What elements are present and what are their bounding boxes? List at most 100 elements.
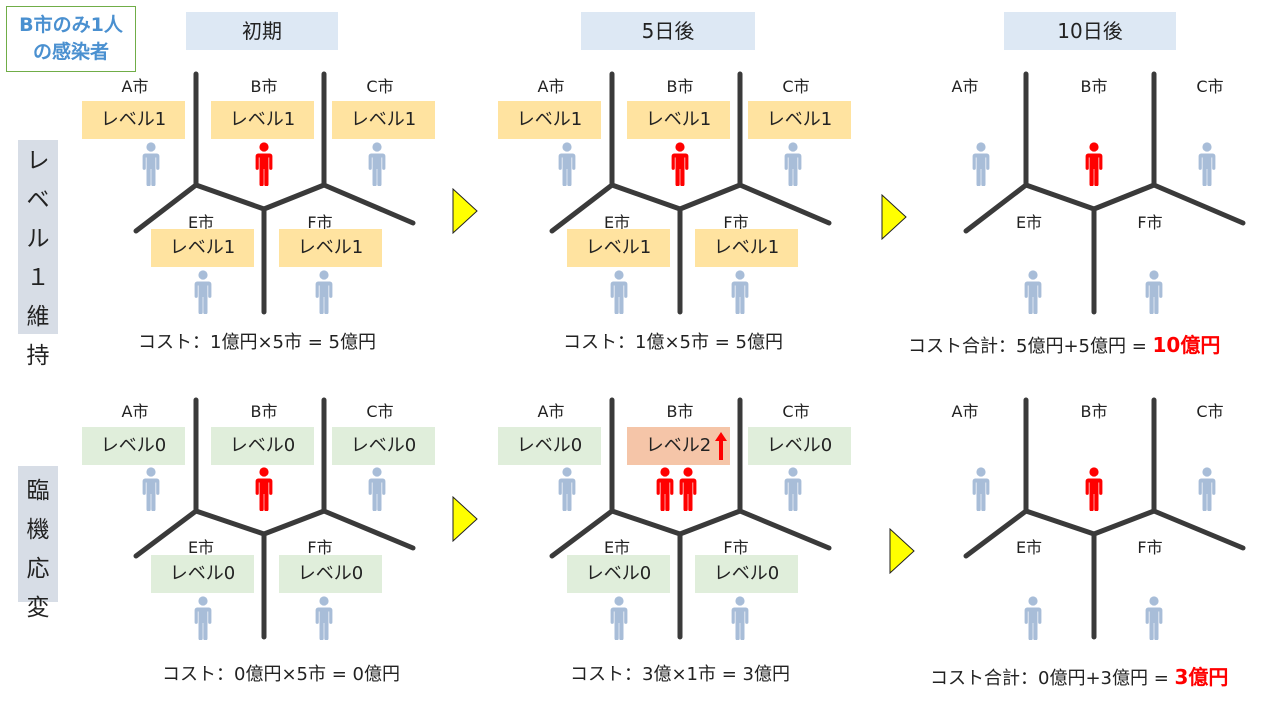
- row-label-char: 機: [26, 517, 50, 543]
- city-label-a: A市: [951, 77, 979, 96]
- level-badge-f: レベル0: [695, 555, 798, 593]
- level-badge-a: レベル0: [82, 427, 185, 465]
- arrow-up-icon: [715, 432, 727, 460]
- city-label-c: C市: [366, 402, 394, 421]
- person-healthy-icon: [314, 270, 334, 314]
- person-healthy-icon: [609, 270, 629, 314]
- person-infected-icon: [655, 467, 675, 511]
- person-healthy-icon: [1023, 270, 1043, 314]
- row-label-char: 臨: [26, 478, 50, 504]
- city-label-f: F市: [307, 538, 333, 557]
- cost-text: コスト：3億×1市 = 3億円: [570, 664, 790, 685]
- level-badge-e: レベル1: [151, 229, 254, 267]
- level-badge-a: レベル1: [82, 101, 185, 139]
- level-badge-f: レベル0: [279, 555, 382, 593]
- person-healthy-icon: [609, 596, 629, 640]
- person-healthy-icon: [971, 467, 991, 511]
- row-label-char: ル: [26, 226, 50, 252]
- person-infected-icon: [254, 142, 274, 186]
- person-healthy-icon: [367, 467, 387, 511]
- city-label-f: F市: [1137, 213, 1163, 232]
- city-label-e: E市: [187, 538, 215, 557]
- scenario-title-line2: の感染者: [32, 41, 109, 63]
- city-label-a: A市: [121, 77, 149, 96]
- row-label-char: 持: [26, 343, 50, 369]
- cost-total-value: 10億円: [1152, 333, 1221, 357]
- cost-total-text: コスト合計：0億円+3億円 = 3億円: [930, 661, 1228, 690]
- row-label-char: 維: [26, 304, 50, 330]
- level-badge-b: レベル1: [211, 101, 314, 139]
- row-label-char: ベ: [26, 187, 50, 213]
- person-healthy-icon: [141, 467, 161, 511]
- person-healthy-icon: [314, 596, 334, 640]
- level-badge-label: レベル2: [645, 435, 712, 456]
- cost-text: コスト：1億円×5市 = 5億円: [138, 332, 376, 353]
- level-badge-c: レベル1: [332, 101, 435, 139]
- person-healthy-icon: [1144, 596, 1164, 640]
- transition-arrow-icon: [452, 496, 478, 542]
- phase-header-day5: 5日後: [581, 12, 755, 50]
- transition-arrow-icon: [881, 194, 907, 240]
- cost-total-text: コスト合計：5億円+5億円 = 10億円: [908, 329, 1220, 358]
- person-healthy-icon: [557, 142, 577, 186]
- city-label-a: A市: [537, 402, 565, 421]
- person-infected-icon: [670, 142, 690, 186]
- person-healthy-icon: [141, 142, 161, 186]
- city-label-b: B市: [1080, 77, 1108, 96]
- city-label-b: B市: [1080, 402, 1108, 421]
- cost-text: コスト：0億円×5市 = 0億円: [162, 664, 400, 685]
- level-badge-b: レベル0: [211, 427, 314, 465]
- transition-arrow-icon: [889, 528, 915, 574]
- city-label-e: E市: [603, 213, 631, 232]
- person-healthy-icon: [730, 596, 750, 640]
- row-label-char: １: [26, 265, 50, 291]
- city-label-b: B市: [250, 402, 278, 421]
- level-badge-c: レベル0: [748, 427, 851, 465]
- city-label-a: A市: [537, 77, 565, 96]
- level-badge-f: レベル1: [279, 229, 382, 267]
- person-healthy-icon: [193, 270, 213, 314]
- city-label-c: C市: [782, 402, 810, 421]
- person-infected-icon: [1084, 467, 1104, 511]
- phase-header-day10: 10日後: [1004, 12, 1176, 50]
- level-badge-c: レベル0: [332, 427, 435, 465]
- person-infected-icon: [254, 467, 274, 511]
- level-badge-b: レベル1: [627, 101, 730, 139]
- city-label-e: E市: [1015, 213, 1043, 232]
- city-label-f: F市: [307, 213, 333, 232]
- person-infected-icon: [678, 467, 698, 511]
- cost-text: コスト：1億×5市 = 5億円: [563, 332, 783, 353]
- scenario-title-line1: B市のみ1人: [19, 14, 123, 36]
- level-badge-e: レベル1: [567, 229, 670, 267]
- row-label-char: 変: [26, 595, 50, 621]
- person-infected-icon: [1084, 142, 1104, 186]
- cost-total-label: コスト合計：0億円+3億円 =: [930, 668, 1175, 689]
- city-label-c: C市: [782, 77, 810, 96]
- city-label-a: A市: [951, 402, 979, 421]
- city-label-f: F市: [1137, 538, 1163, 557]
- city-label-e: E市: [1015, 538, 1043, 557]
- person-healthy-icon: [557, 467, 577, 511]
- person-healthy-icon: [783, 467, 803, 511]
- level-badge-a: レベル1: [498, 101, 601, 139]
- city-label-b: B市: [666, 402, 694, 421]
- person-healthy-icon: [1144, 270, 1164, 314]
- transition-arrow-icon: [452, 188, 478, 234]
- person-healthy-icon: [1197, 467, 1217, 511]
- level-badge-e: レベル0: [567, 555, 670, 593]
- cost-total-value: 3億円: [1174, 665, 1229, 689]
- person-healthy-icon: [730, 270, 750, 314]
- city-label-e: E市: [603, 538, 631, 557]
- person-healthy-icon: [783, 142, 803, 186]
- level-badge-c: レベル1: [748, 101, 851, 139]
- city-label-c: C市: [366, 77, 394, 96]
- level-badge-f: レベル1: [695, 229, 798, 267]
- row-label-maintain-level1: レ ベ ル １ 維 持: [18, 140, 58, 369]
- person-healthy-icon: [1023, 596, 1043, 640]
- cost-total-label: コスト合計：5億円+5億円 =: [908, 336, 1153, 357]
- city-label-f: F市: [723, 213, 749, 232]
- city-label-c: C市: [1196, 402, 1224, 421]
- city-label-b: B市: [250, 77, 278, 96]
- person-healthy-icon: [367, 142, 387, 186]
- person-healthy-icon: [971, 142, 991, 186]
